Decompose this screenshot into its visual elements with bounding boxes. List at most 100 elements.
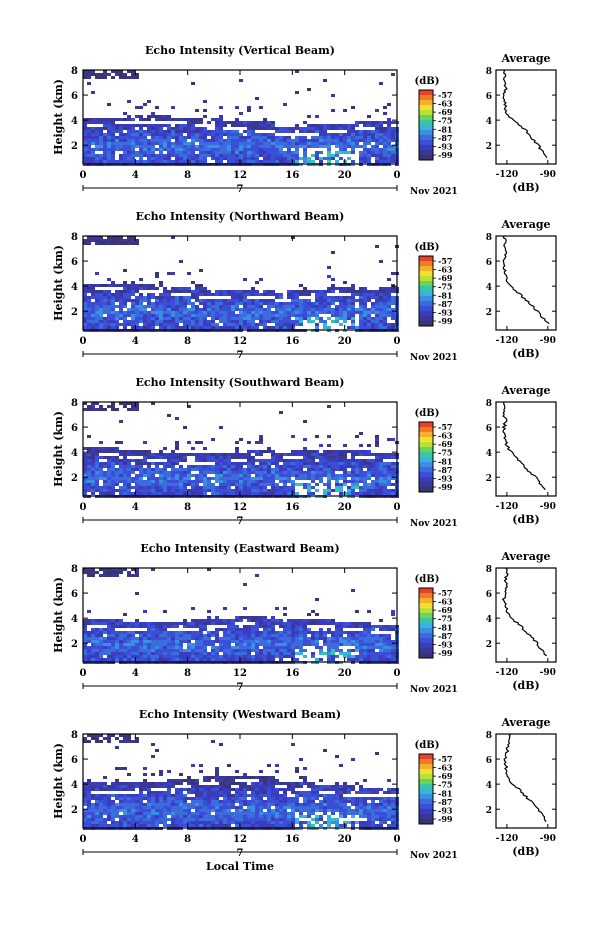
heatmap-cell xyxy=(151,625,155,628)
heatmap-cell xyxy=(243,634,247,637)
heatmap-cell xyxy=(207,302,211,305)
heatmap-cell xyxy=(379,628,383,631)
heatmap-cell xyxy=(379,655,383,658)
heatmap-cell xyxy=(387,326,391,329)
heatmap-cell xyxy=(223,622,227,625)
profile-y-tick-label: 8 xyxy=(486,233,492,243)
heatmap-cell xyxy=(95,139,99,142)
heatmap-cell xyxy=(247,142,251,145)
heatmap-cell xyxy=(143,441,147,444)
heatmap-cell xyxy=(111,734,115,737)
heatmap-cell xyxy=(107,483,111,486)
heatmap-cell xyxy=(379,471,383,474)
heatmap-cell xyxy=(355,290,359,293)
heatmap-cell xyxy=(303,438,307,441)
heatmap-cell xyxy=(367,296,371,299)
heatmap-cell xyxy=(171,474,175,477)
heatmap-cell xyxy=(339,299,343,302)
heatmap-cell xyxy=(131,293,135,296)
heatmap-cell xyxy=(195,145,199,148)
heatmap-cell xyxy=(367,124,371,127)
heatmap-cell xyxy=(235,323,239,326)
heatmap-cell xyxy=(351,658,355,661)
heatmap-cell xyxy=(87,302,91,305)
heatmap-cell xyxy=(191,142,195,145)
heatmap-cell xyxy=(87,157,91,160)
heatmap-cell xyxy=(199,643,203,646)
heatmap-cell xyxy=(211,317,215,320)
heatmap-cell xyxy=(215,124,219,127)
heatmap-cell xyxy=(303,139,307,142)
heatmap-cell xyxy=(387,465,391,468)
heatmap-cell xyxy=(343,640,347,643)
heatmap-cell xyxy=(291,640,295,643)
heatmap-cell xyxy=(95,489,99,492)
heatmap-cell xyxy=(203,489,207,492)
heatmap-cell xyxy=(311,302,315,305)
heatmap-cell xyxy=(387,634,391,637)
heatmap-cell xyxy=(111,574,115,577)
heatmap-cell xyxy=(203,480,207,483)
heatmap-cell xyxy=(383,299,387,302)
heatmap-cell xyxy=(267,465,271,468)
heatmap-cell xyxy=(203,634,207,637)
heatmap-cell xyxy=(115,794,119,797)
heatmap-cell xyxy=(383,293,387,296)
heatmap-cell xyxy=(139,625,143,628)
heatmap-cell xyxy=(319,151,323,154)
heatmap-cell xyxy=(179,130,183,133)
heatmap-cell xyxy=(391,477,395,480)
colorbar-swatch xyxy=(419,120,433,126)
heatmap-cell xyxy=(267,160,271,163)
heatmap-cell xyxy=(171,456,175,459)
heatmap-cell xyxy=(95,640,99,643)
heatmap-cell xyxy=(339,462,343,465)
heatmap-cell xyxy=(271,311,275,314)
heatmap-cell xyxy=(259,151,263,154)
heatmap-cell xyxy=(83,785,87,788)
heatmap-cell xyxy=(179,287,183,290)
heatmap-cell xyxy=(231,130,235,133)
heatmap-cell xyxy=(115,326,119,329)
heatmap-cell xyxy=(103,646,107,649)
heatmap-cell xyxy=(127,299,131,302)
heatmap-cell xyxy=(339,637,343,640)
heatmap-cell xyxy=(379,468,383,471)
heatmap-cell xyxy=(295,308,299,311)
heatmap-cell xyxy=(99,311,103,314)
heatmap-cell xyxy=(299,453,303,456)
heatmap-cell xyxy=(327,136,331,139)
heatmap-cell xyxy=(323,459,327,462)
heatmap-cell xyxy=(343,456,347,459)
heatmap-cell xyxy=(223,293,227,296)
heatmap-cell xyxy=(139,640,143,643)
heatmap-cell xyxy=(131,130,135,133)
heatmap-cell xyxy=(235,106,239,109)
heatmap-cell xyxy=(135,154,139,157)
heatmap-cell xyxy=(135,139,139,142)
heatmap-cell xyxy=(359,287,363,290)
heatmap-cell xyxy=(107,625,111,628)
heatmap-cell xyxy=(107,459,111,462)
colorbar-swatch xyxy=(419,593,433,599)
heatmap-cell xyxy=(307,157,311,160)
heatmap-cell xyxy=(115,622,119,625)
heatmap-cell xyxy=(359,326,363,329)
heatmap-cell xyxy=(331,489,335,492)
heatmap-cell xyxy=(327,483,331,486)
heatmap-cell xyxy=(355,474,359,477)
heatmap-cell xyxy=(391,136,395,139)
heatmap-cell xyxy=(115,293,119,296)
heatmap-cell xyxy=(127,474,131,477)
heatmap-cell xyxy=(191,154,195,157)
heatmap-cell xyxy=(327,489,331,492)
heatmap-cell xyxy=(183,151,187,154)
heatmap-cell xyxy=(219,136,223,139)
heatmap-cell xyxy=(83,311,87,314)
heatmap-cell xyxy=(183,299,187,302)
heatmap-cell xyxy=(143,133,147,136)
heatmap-cell xyxy=(111,405,115,408)
heatmap-cell xyxy=(267,637,271,640)
heatmap-cell xyxy=(115,652,119,655)
heatmap-cell xyxy=(391,302,395,305)
